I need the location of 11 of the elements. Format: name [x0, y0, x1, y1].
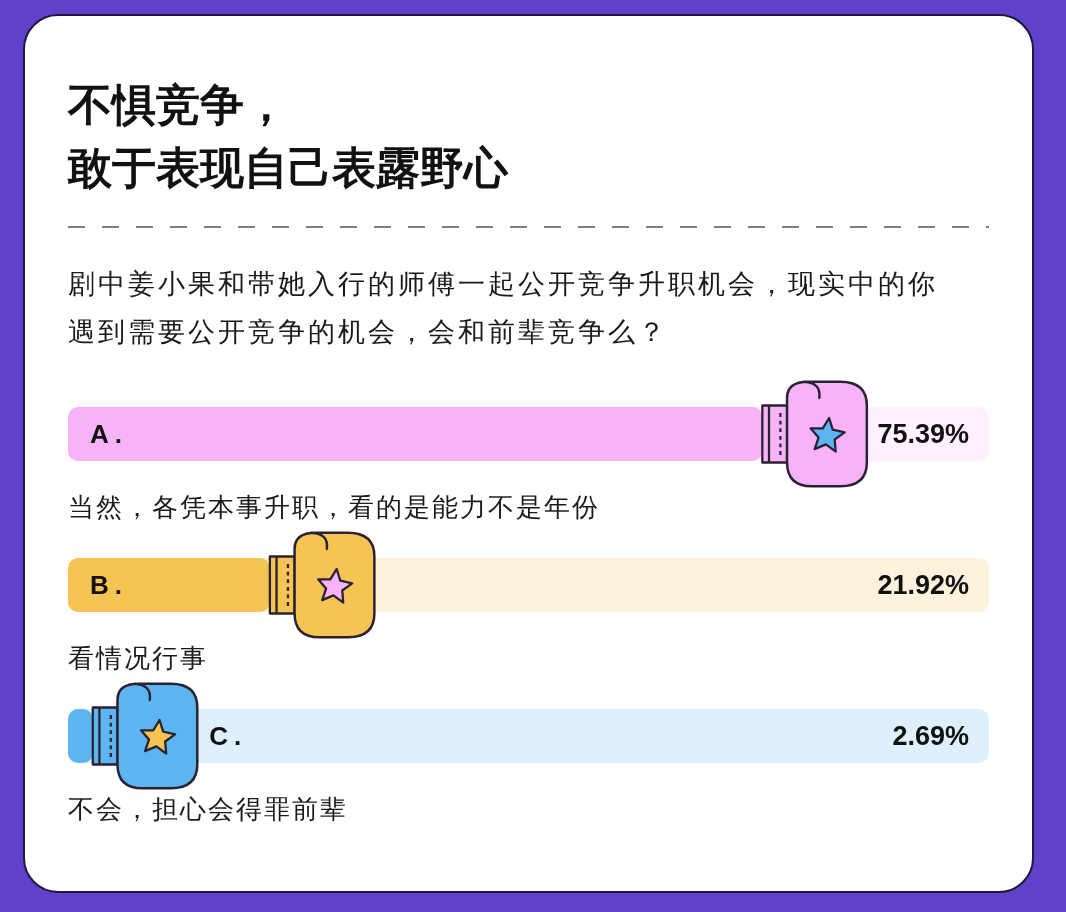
data-label: 75.39%: [877, 419, 969, 449]
annotation: 不会，担心会得罪前辈: [68, 794, 348, 824]
data-label: 2.69%: [892, 721, 969, 751]
chart-title: 不惧竞争，敢于表现自己表露野心: [67, 80, 509, 192]
y-tick-label: B.: [90, 570, 128, 600]
chart-subtitle: 剧中姜小果和带她入行的师傅一起公开竞争升职机会，现实中的你遇到需要公开竞争的机会，会和前辈竞争么？: [68, 269, 938, 347]
annotation: 看情况行事: [68, 643, 208, 673]
y-tick-label: A.: [90, 419, 128, 449]
data-label: 21.92%: [877, 570, 969, 600]
y-tick-label: C.: [209, 721, 248, 751]
annotation: 当然，各凭本事升职，看的是能力不是年份: [68, 492, 600, 522]
